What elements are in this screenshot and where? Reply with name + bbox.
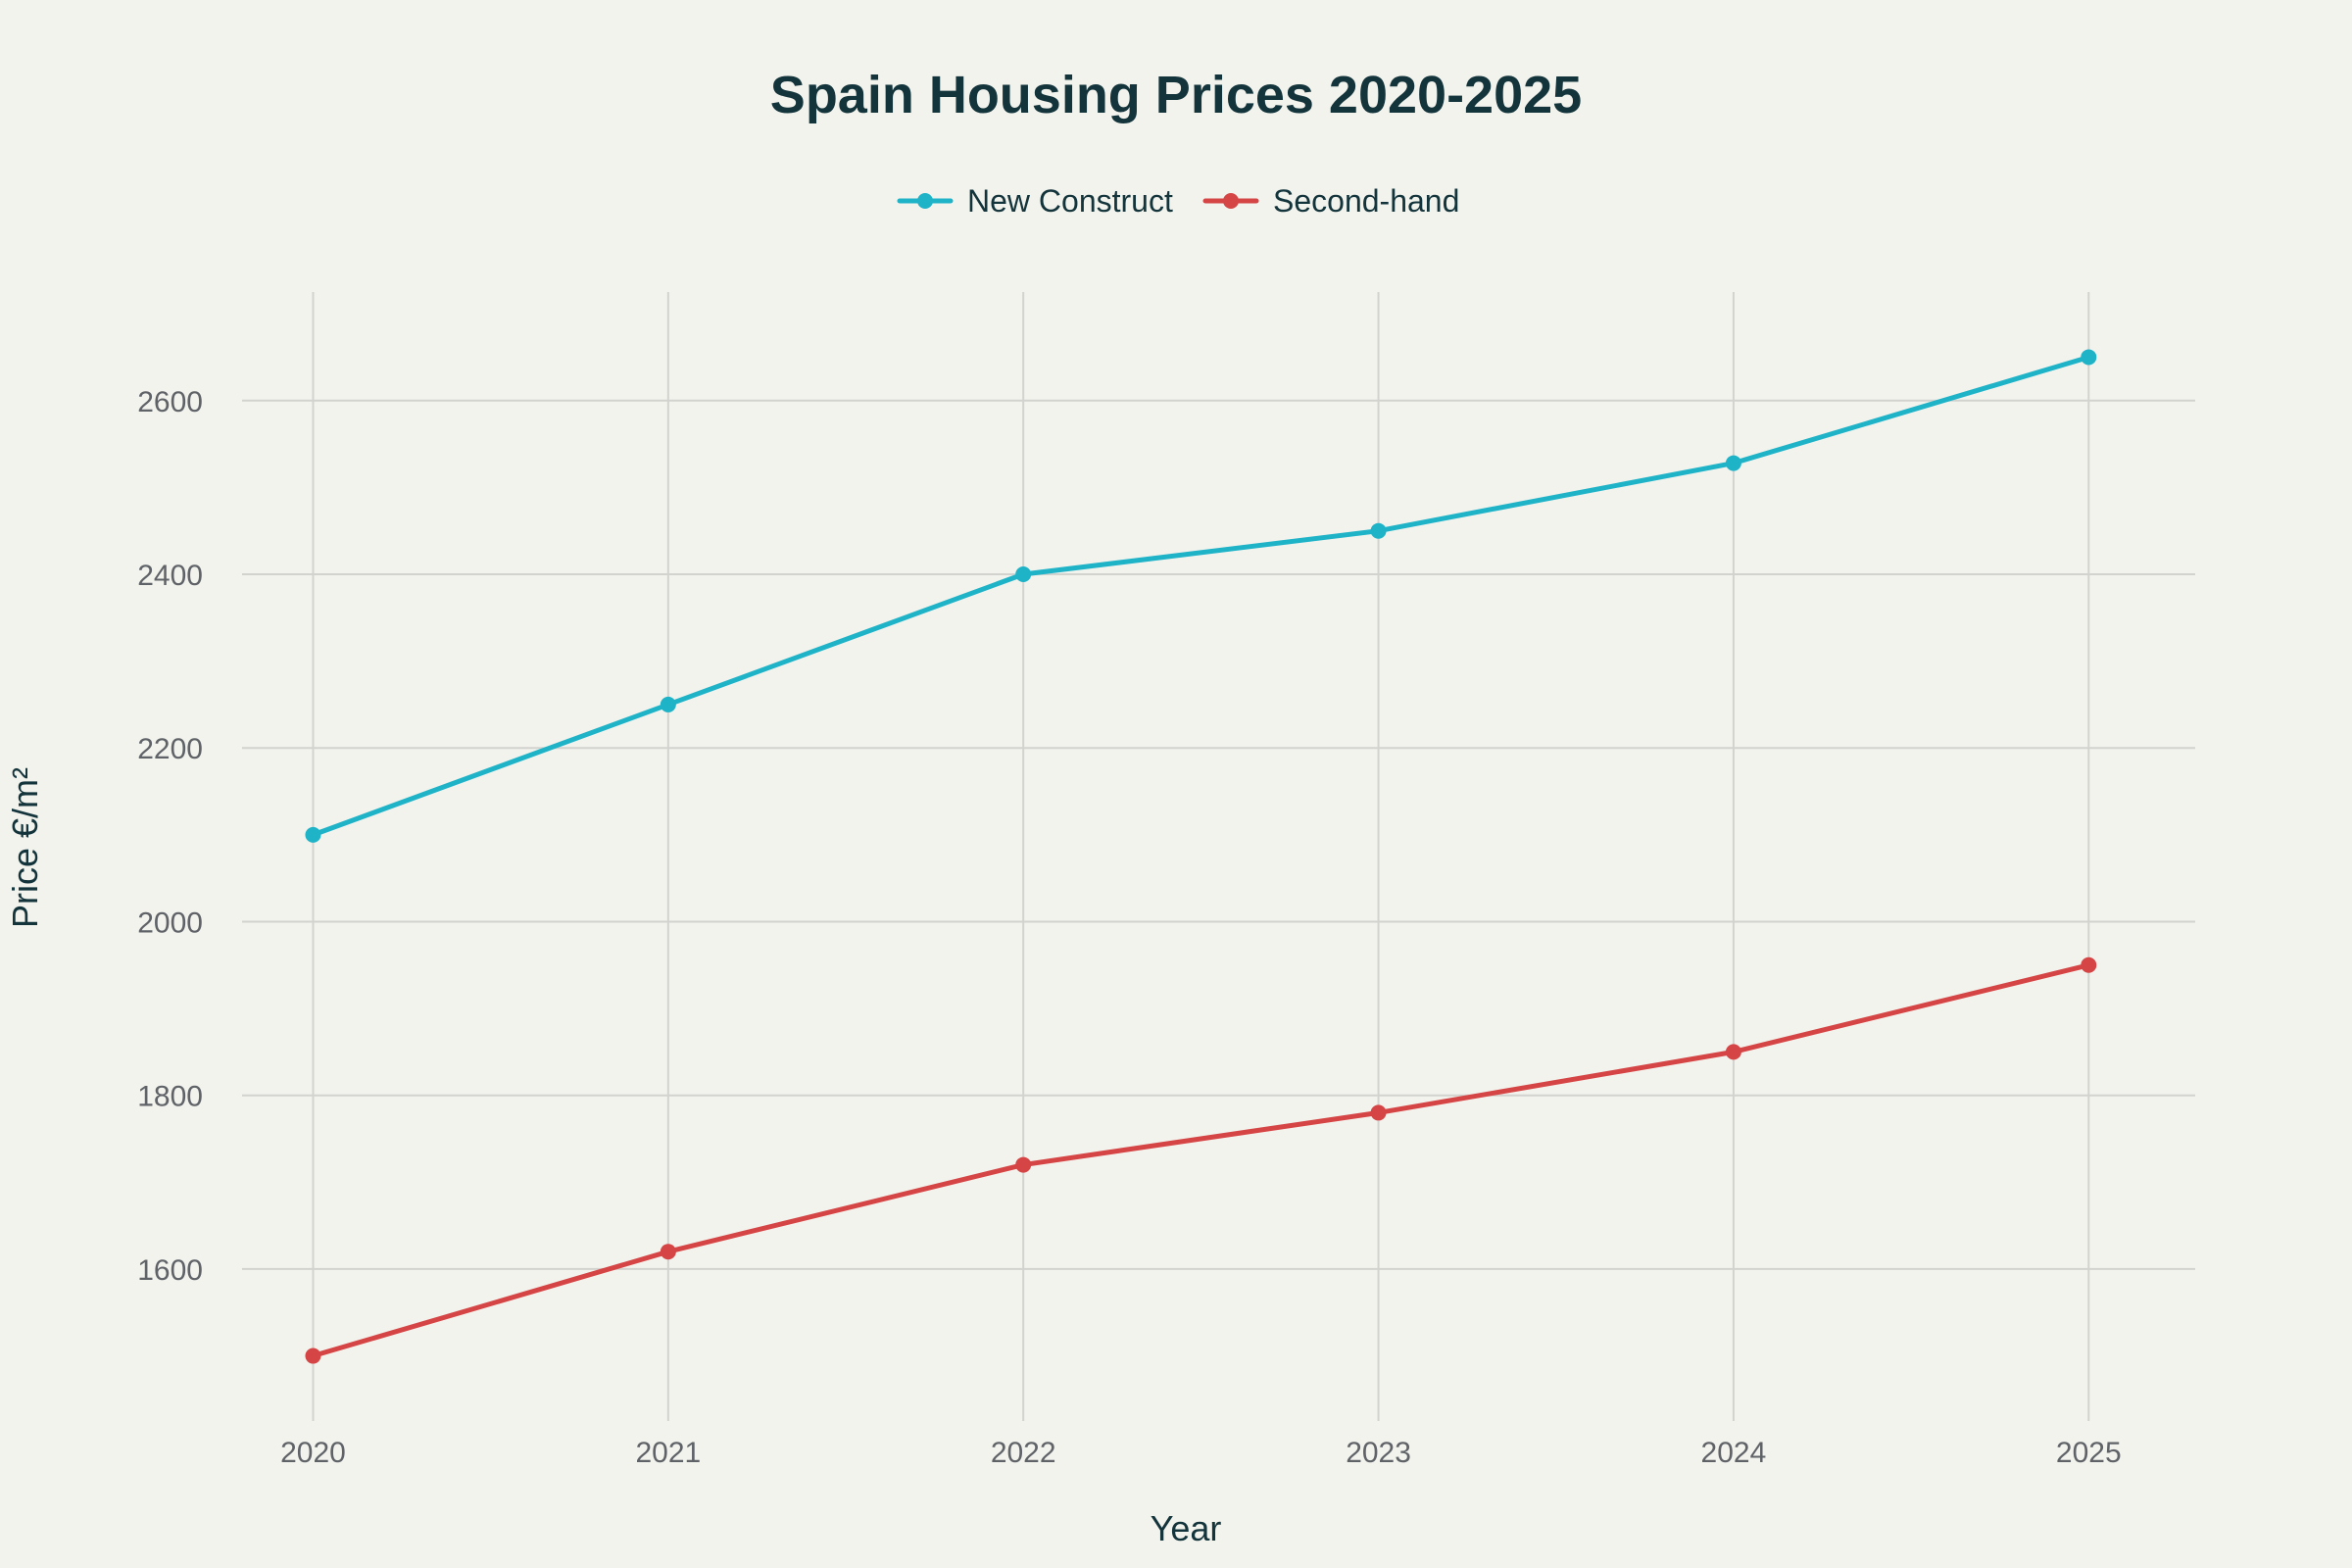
data-point-new-construct[interactable] (1370, 522, 1387, 539)
data-point-second-hand[interactable] (1015, 1156, 1032, 1173)
y-tick-label: 1800 (137, 1081, 203, 1113)
data-point-new-construct[interactable] (2081, 349, 2097, 366)
data-point-new-construct[interactable] (1725, 455, 1741, 471)
data-point-second-hand[interactable] (2081, 956, 2097, 973)
series-line-new-construct (310, 354, 2091, 838)
x-tick-label: 2025 (2056, 1437, 2122, 1469)
x-tick-label: 2021 (635, 1437, 701, 1469)
legend[interactable]: New Construct Second-hand (897, 183, 1459, 219)
y-tick-label: 2400 (137, 560, 203, 592)
series-line-second-hand (310, 962, 2091, 1359)
x-tick-label: 2020 (280, 1437, 346, 1469)
y-tick-label: 1600 (137, 1254, 203, 1287)
chart-title: Spain Housing Prices 2020-2025 (770, 66, 1582, 124)
y-tick-label: 2600 (137, 386, 203, 418)
y-tick-label: 2000 (137, 906, 203, 939)
data-point-new-construct[interactable] (1015, 566, 1032, 582)
data-point-new-construct[interactable] (305, 826, 321, 843)
y-axis-ticks: 1600 1800 2000 2200 2400 2600 (137, 386, 203, 1287)
x-axis-label: Year (1151, 1508, 1222, 1548)
data-point-second-hand[interactable] (1370, 1104, 1387, 1121)
data-point-second-hand[interactable] (1725, 1044, 1741, 1060)
y-tick-label: 2200 (137, 733, 203, 765)
x-tick-label: 2023 (1346, 1437, 1411, 1469)
x-tick-label: 2024 (1701, 1437, 1767, 1469)
y-axis-label: Price €/m² (5, 767, 45, 928)
x-gridlines (312, 292, 2090, 1421)
legend-item-second-hand[interactable]: Second-hand (1202, 183, 1459, 219)
legend-item-new-construct[interactable]: New Construct (897, 183, 1173, 219)
data-point-second-hand[interactable] (660, 1244, 676, 1260)
series-lines (310, 354, 2091, 1359)
x-axis-ticks: 2020 2021 2022 2023 2024 2025 (280, 1437, 2122, 1469)
legend-swatch-marker (1223, 193, 1239, 209)
legend-label: Second-hand (1273, 183, 1459, 219)
x-tick-label: 2022 (991, 1437, 1056, 1469)
data-point-second-hand[interactable] (305, 1348, 321, 1364)
data-point-new-construct[interactable] (660, 696, 676, 712)
y-gridlines (242, 399, 2195, 1270)
legend-label: New Construct (967, 183, 1173, 219)
legend-swatch-marker (917, 193, 933, 209)
series-points (305, 349, 2097, 1364)
